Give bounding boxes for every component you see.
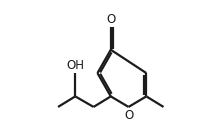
Text: O: O bbox=[106, 13, 115, 26]
Text: O: O bbox=[124, 109, 133, 122]
Text: OH: OH bbox=[66, 59, 84, 72]
